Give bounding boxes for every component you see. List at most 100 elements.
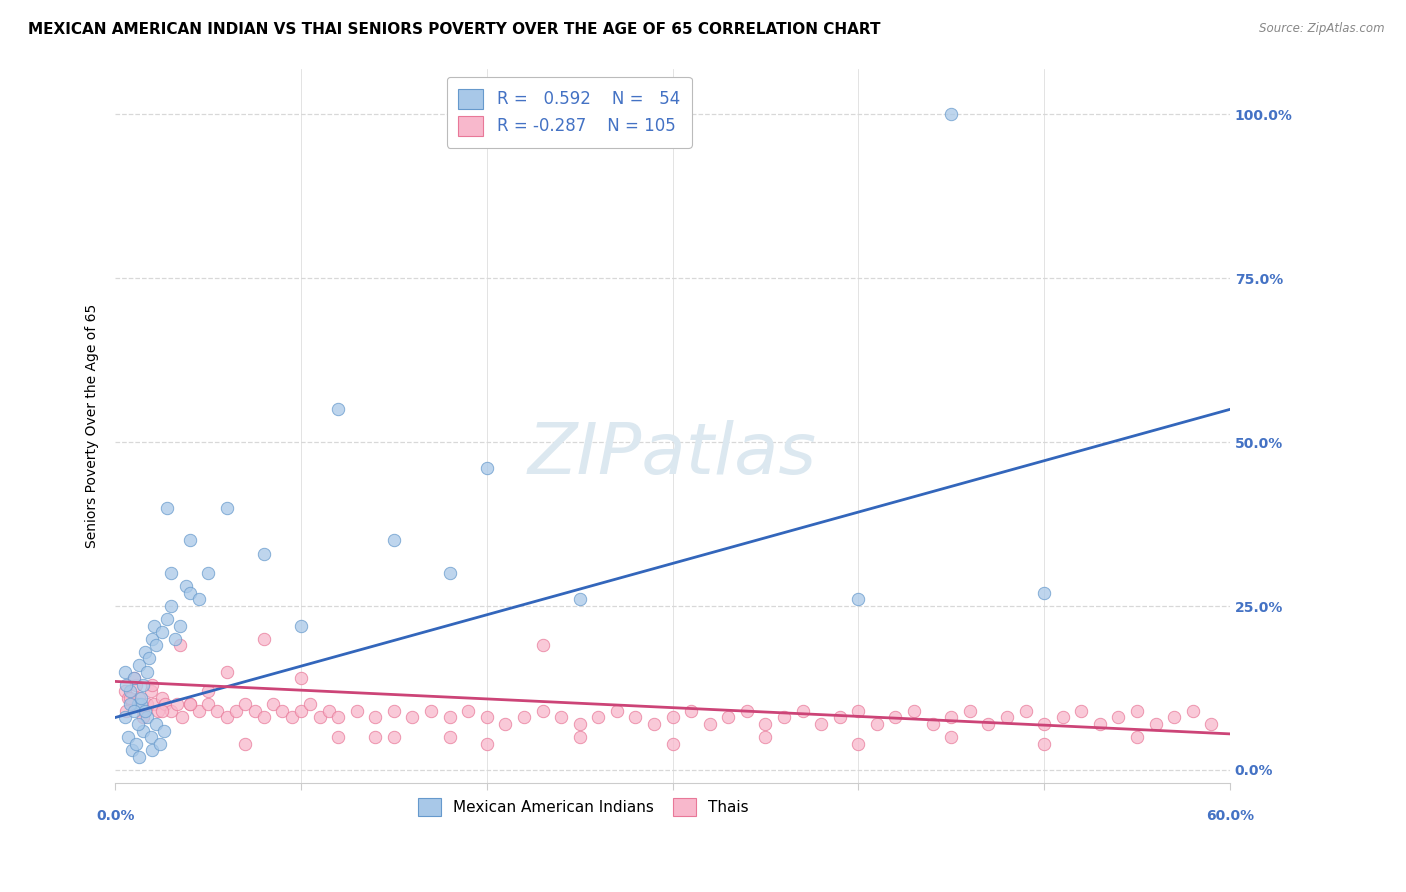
Point: [128, 749, 150, 764]
Point: [828, 710, 851, 724]
Point: [141, 678, 163, 692]
Point: [132, 723, 155, 738]
Point: [513, 710, 536, 724]
Point: [127, 717, 149, 731]
Point: [308, 710, 330, 724]
Point: [624, 710, 647, 724]
Point: [382, 533, 405, 548]
Point: [253, 547, 276, 561]
Point: [699, 717, 721, 731]
Point: [243, 704, 266, 718]
Point: [187, 592, 209, 607]
Point: [995, 710, 1018, 724]
Point: [1181, 704, 1204, 718]
Point: [661, 737, 683, 751]
Point: [754, 717, 776, 731]
Point: [146, 704, 169, 718]
Point: [1088, 717, 1111, 731]
Point: [681, 704, 703, 718]
Point: [145, 717, 167, 731]
Point: [163, 632, 186, 646]
Point: [1033, 586, 1056, 600]
Point: [174, 579, 197, 593]
Point: [114, 665, 136, 679]
Point: [959, 704, 981, 718]
Point: [179, 533, 201, 548]
Point: [156, 612, 179, 626]
Point: [475, 461, 498, 475]
Point: [364, 710, 387, 724]
Point: [1199, 717, 1222, 731]
Point: [588, 710, 610, 724]
Point: [1126, 704, 1149, 718]
Point: [128, 690, 150, 705]
Y-axis label: Seniors Poverty Over the Age of 65: Seniors Poverty Over the Age of 65: [86, 303, 100, 548]
Point: [401, 710, 423, 724]
Point: [846, 592, 869, 607]
Point: [225, 704, 247, 718]
Point: [568, 717, 591, 731]
Point: [169, 639, 191, 653]
Point: [121, 698, 143, 712]
Point: [129, 690, 152, 705]
Point: [550, 710, 572, 724]
Point: [568, 592, 591, 607]
Point: [290, 671, 312, 685]
Point: [661, 710, 683, 724]
Point: [884, 710, 907, 724]
Point: [150, 690, 173, 705]
Point: [253, 710, 276, 724]
Text: ZIPatlas: ZIPatlas: [529, 420, 817, 489]
Point: [439, 730, 461, 744]
Point: [122, 671, 145, 685]
Point: [132, 678, 155, 692]
Point: [120, 698, 142, 712]
Point: [141, 743, 163, 757]
Point: [1163, 710, 1185, 724]
Point: [1126, 730, 1149, 744]
Point: [197, 698, 219, 712]
Point: [439, 710, 461, 724]
Point: [120, 690, 142, 705]
Point: [475, 737, 498, 751]
Point: [125, 678, 148, 692]
Point: [1033, 737, 1056, 751]
Point: [1052, 710, 1074, 724]
Point: [328, 710, 350, 724]
Point: [160, 566, 183, 581]
Point: [215, 500, 238, 515]
Point: [125, 737, 148, 751]
Point: [135, 698, 157, 712]
Point: [179, 698, 201, 712]
Point: [152, 723, 174, 738]
Point: [128, 658, 150, 673]
Point: [114, 684, 136, 698]
Point: [810, 717, 832, 731]
Point: [531, 704, 554, 718]
Point: [233, 698, 256, 712]
Point: [1107, 710, 1129, 724]
Point: [382, 730, 405, 744]
Point: [941, 710, 963, 724]
Point: [143, 698, 166, 712]
Point: [172, 710, 194, 724]
Point: [941, 730, 963, 744]
Point: [866, 717, 889, 731]
Point: [207, 704, 229, 718]
Point: [773, 710, 796, 724]
Point: [114, 710, 136, 724]
Point: [121, 743, 143, 757]
Point: [921, 717, 943, 731]
Point: [132, 704, 155, 718]
Point: [169, 618, 191, 632]
Point: [135, 665, 157, 679]
Point: [846, 704, 869, 718]
Point: [1070, 704, 1092, 718]
Point: [262, 698, 284, 712]
Point: [271, 704, 294, 718]
Point: [187, 704, 209, 718]
Point: [281, 710, 304, 724]
Point: [457, 704, 479, 718]
Point: [122, 671, 145, 685]
Point: [1014, 704, 1036, 718]
